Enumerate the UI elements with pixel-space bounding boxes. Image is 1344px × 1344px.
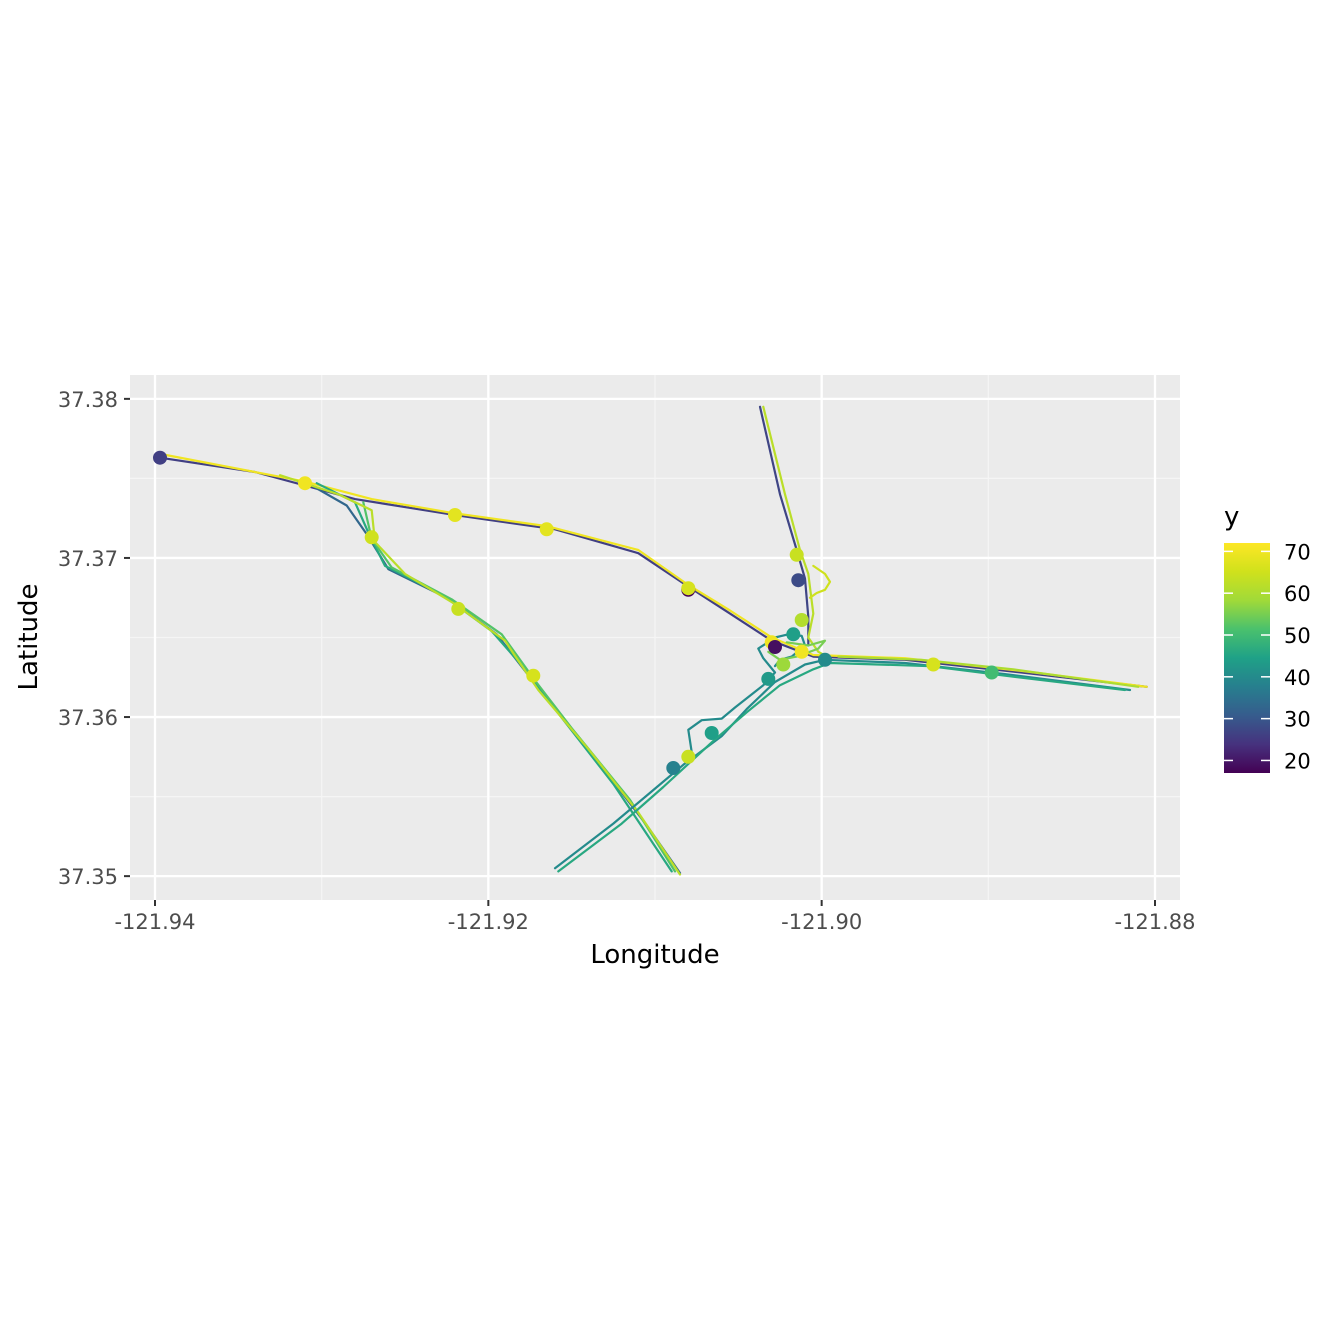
minor-gridlines (130, 375, 1180, 900)
y-tick-label: 37.38 (58, 388, 118, 412)
route-point (761, 671, 776, 686)
route-line (837, 655, 1140, 688)
legend-ticks: 20 30 40 50 60 70 (1224, 540, 1311, 773)
y-tick-label: 37.36 (58, 706, 118, 730)
route-line (278, 474, 682, 876)
legend-label: 50 (1284, 624, 1311, 648)
y-tick-label: 37.35 (58, 865, 118, 889)
x-axis: -121.94 -121.92 -121.90 -121.88 (114, 900, 1196, 934)
legend-title: y (1224, 502, 1239, 532)
route-point (153, 450, 167, 465)
y-axis-title: Latitude (14, 583, 44, 690)
legend-label: 40 (1284, 666, 1311, 690)
route-point (298, 476, 312, 491)
route-point (926, 657, 941, 672)
route-point (451, 601, 466, 616)
route-point (794, 644, 809, 659)
legend-label: 30 (1284, 708, 1311, 732)
route-line (557, 661, 1127, 873)
legend-colorbar (1224, 543, 1270, 773)
route-point (448, 508, 462, 522)
route-point (666, 761, 681, 775)
route-point (539, 522, 554, 537)
y-tick-label: 37.37 (58, 547, 118, 571)
route-point (768, 640, 782, 654)
route-point (984, 665, 999, 680)
legend-label: 20 (1284, 749, 1311, 773)
x-tick-label: -121.90 (781, 910, 862, 934)
route-point (789, 547, 804, 562)
route-point (704, 726, 719, 740)
route-point (681, 581, 696, 596)
route-point (681, 749, 696, 764)
y-axis: 37.35 37.36 37.37 37.38 (58, 388, 130, 889)
legend-label: 60 (1284, 582, 1311, 606)
route-point (794, 613, 809, 627)
major-gridlines (130, 375, 1180, 900)
x-axis-title: Longitude (590, 940, 719, 970)
x-tick-label: -121.94 (114, 910, 195, 934)
route-point (791, 573, 806, 588)
route-point (526, 668, 541, 683)
route-point (786, 627, 801, 642)
route-point (364, 530, 379, 545)
route-line (808, 564, 832, 599)
legend-label: 70 (1284, 540, 1311, 564)
route-points (153, 450, 999, 775)
route-point (776, 657, 791, 672)
x-tick-label: -121.92 (448, 910, 529, 934)
color-legend: y 20 30 40 50 60 70 (1224, 502, 1311, 773)
route-point (818, 652, 832, 667)
x-tick-label: -121.88 (1114, 910, 1195, 934)
